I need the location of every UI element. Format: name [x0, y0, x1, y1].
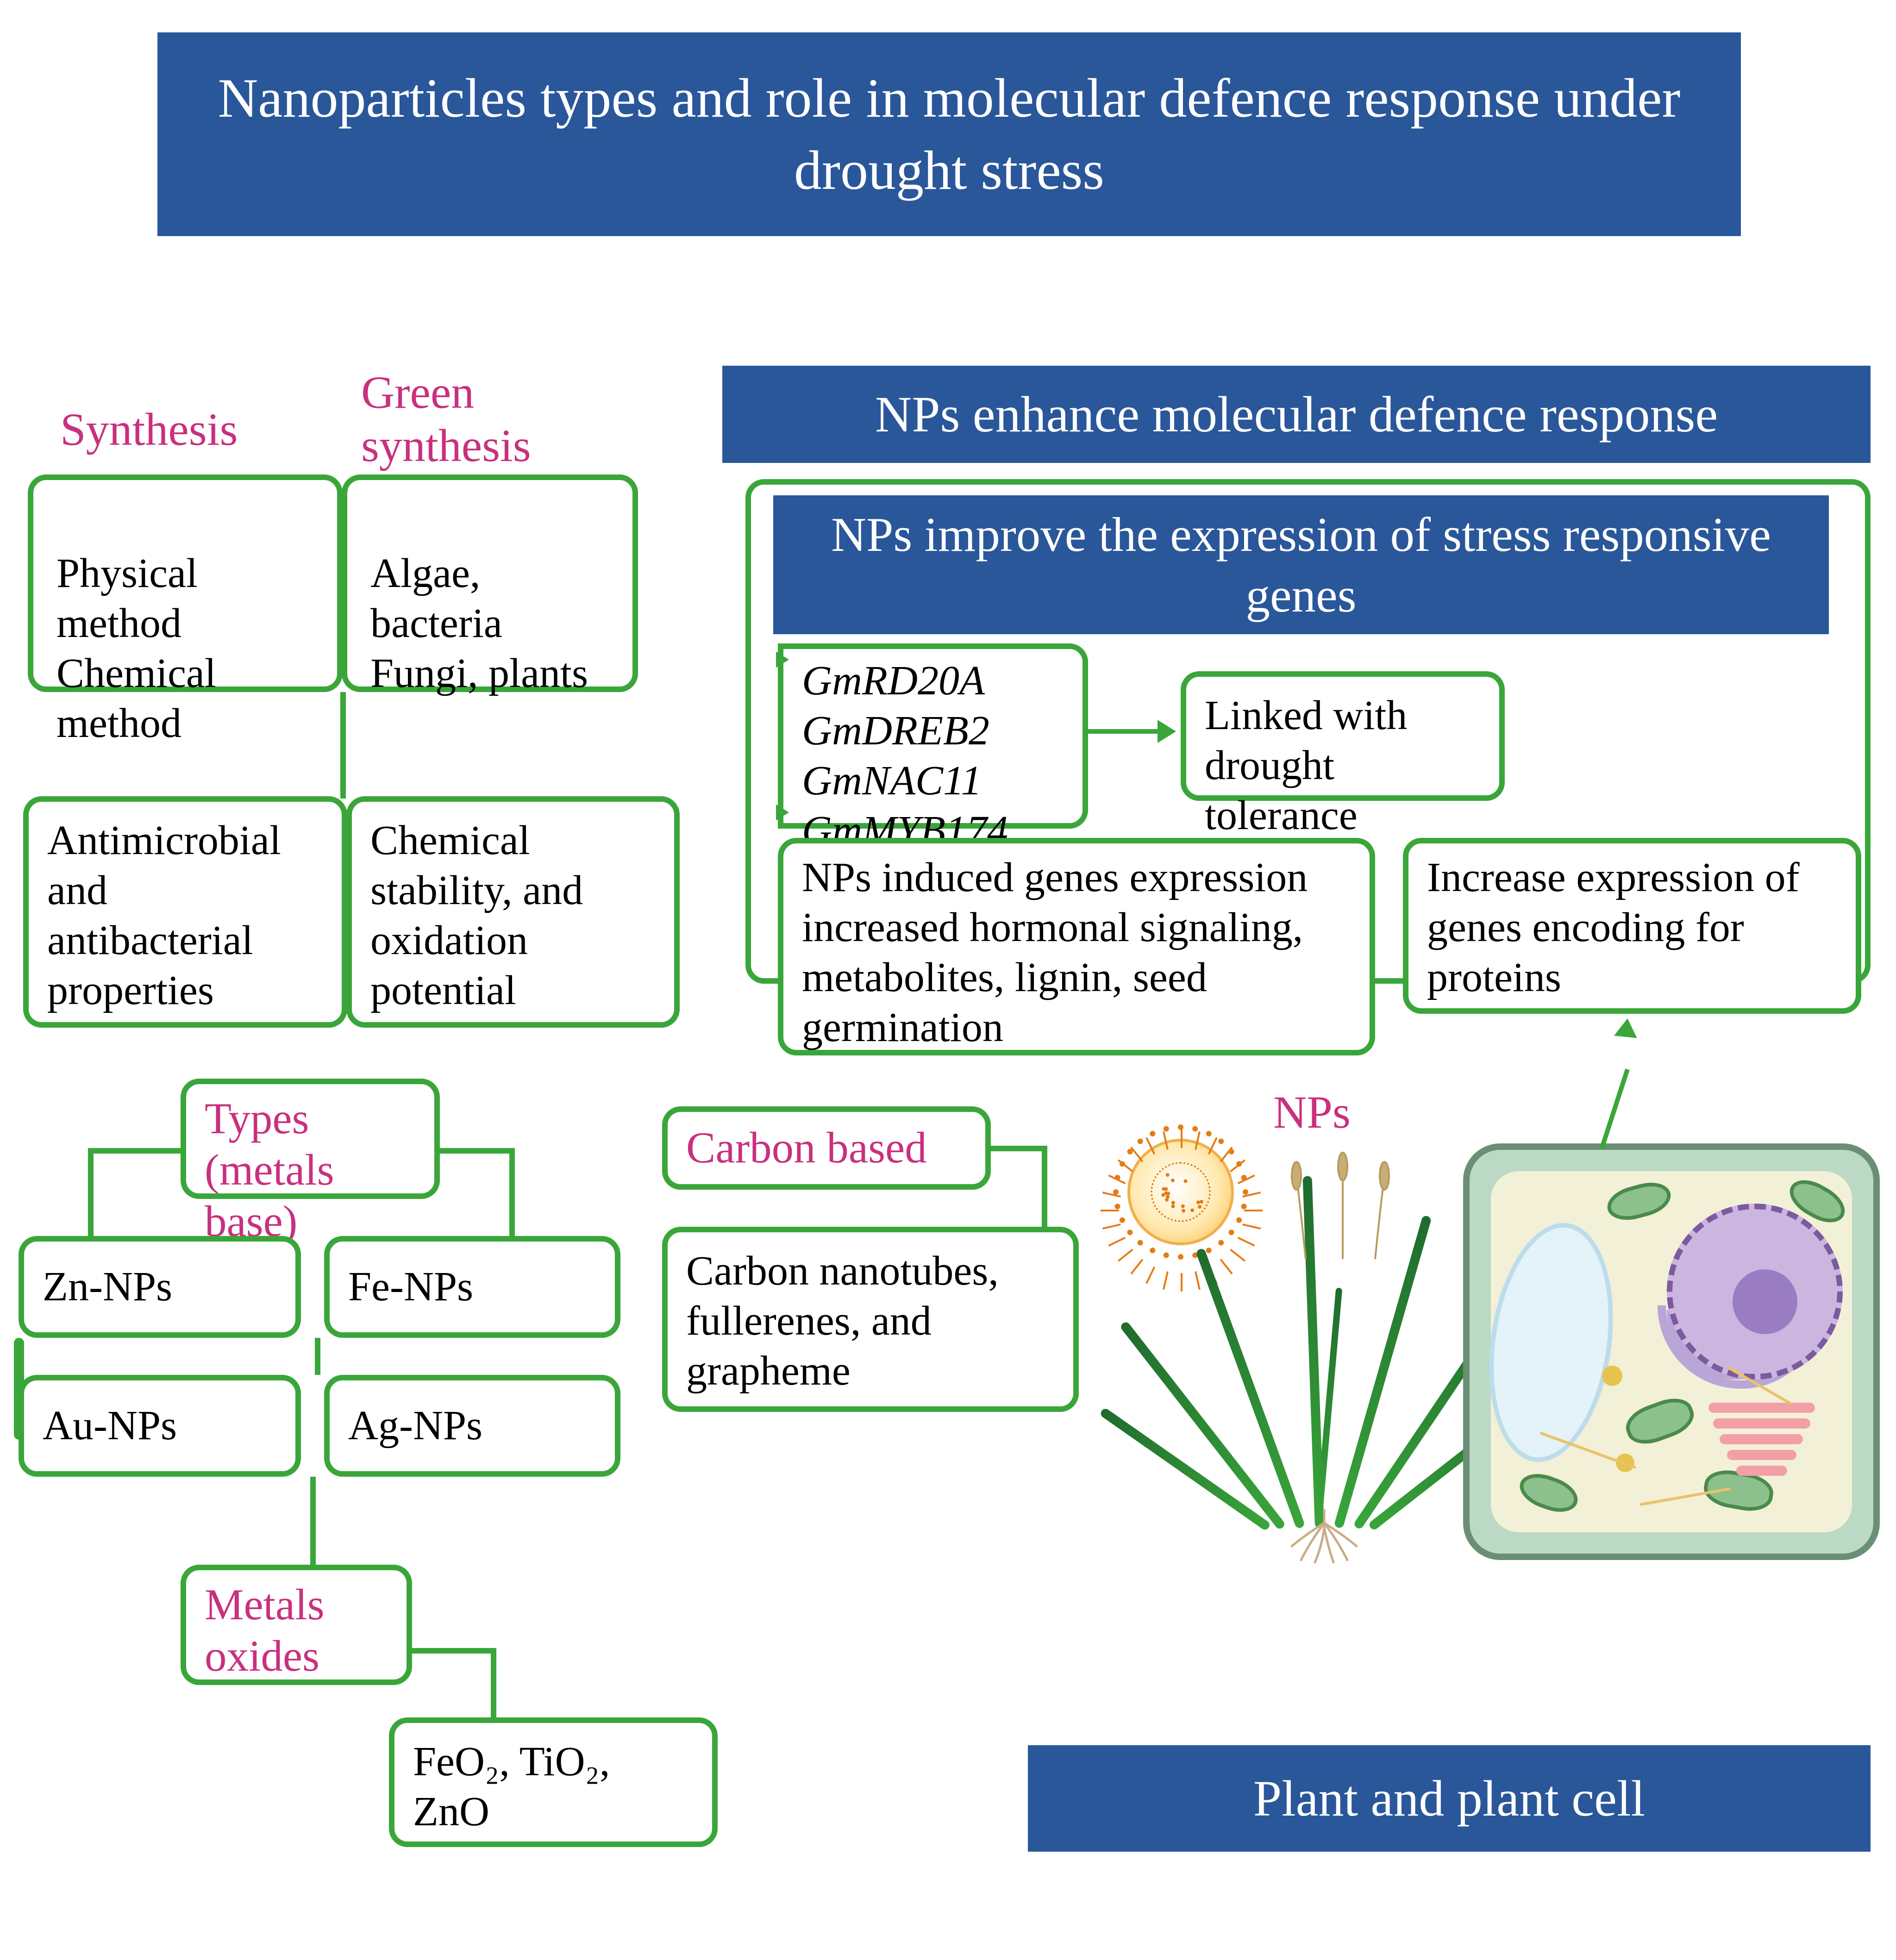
au-nps-text: Au-NPs	[43, 1401, 177, 1451]
induced-text: NPs induced genes expression increased h…	[802, 855, 1308, 1050]
metal-oxides-label-box: Metals oxides	[181, 1565, 412, 1685]
linked-box: Linked with drought tolerance	[1181, 671, 1505, 801]
green-synthesis-box: Algae, bacteria Fungi, plants	[342, 474, 638, 692]
gene-1: GmRD20A	[802, 656, 1064, 706]
induced-box: NPs induced genes expression increased h…	[778, 838, 1375, 1055]
genes-box: GmRD20A GmDREB2 GmNAC11 GmMYB174	[778, 643, 1088, 829]
connector-ag-to-oxides	[310, 1477, 316, 1565]
properties-left-text: Antimicrobial and antibacterial properti…	[47, 818, 281, 1013]
diagram-canvas: Nanoparticles types and role in molecula…	[0, 0, 1896, 1960]
protein-text: Increase expression of genes encoding fo…	[1427, 855, 1800, 1000]
fe-nps-text: Fe-NPs	[348, 1262, 473, 1312]
synthesis-methods-text: Physical method Chemical method	[56, 550, 216, 746]
arrowhead-gene-bottom	[776, 805, 789, 821]
synthesis-methods-box: Physical method Chemical method	[28, 474, 343, 692]
header-title-box: Nanoparticles types and role in molecula…	[157, 32, 1741, 236]
arrow-cell-protein	[1600, 1068, 1630, 1149]
properties-right-box: Chemical stability, and oxidation potent…	[346, 796, 680, 1028]
types-label: Types (metals base)	[205, 1094, 334, 1246]
arrowhead-gene-top	[776, 652, 789, 668]
plant-cell-icon	[1463, 1143, 1880, 1560]
types-label-box: Types (metals base)	[181, 1079, 440, 1199]
connector-types-right	[440, 1148, 514, 1154]
connector-carbon-right	[991, 1146, 1046, 1151]
ag-nps-text: Ag-NPs	[348, 1401, 482, 1451]
connector-types-left	[88, 1148, 181, 1154]
au-nps-box: Au-NPs	[19, 1375, 301, 1477]
green-synthesis-label: Green synthesis	[361, 366, 565, 472]
protein-box: Increase expression of genes encoding fo…	[1403, 838, 1861, 1014]
carbon-label: Carbon based	[686, 1123, 927, 1173]
gene-3: GmNAC11	[802, 756, 1064, 806]
plant-icon	[1158, 1148, 1482, 1565]
connector-oxides-right-v	[491, 1648, 496, 1722]
carbon-text: Carbon nanotubes, fullerenes, and graphe…	[686, 1248, 999, 1394]
bottom-banner-text: Plant and plant cell	[1253, 1768, 1645, 1829]
properties-left-box: Antimicrobial and antibacterial properti…	[23, 796, 347, 1028]
connector-carbon-right-v	[1042, 1146, 1047, 1234]
synthesis-label: Synthesis	[60, 403, 238, 456]
metal-oxides-text-box: FeO₂, TiO₂, ZnO	[389, 1717, 718, 1847]
zn-nps-box: Zn-NPs	[19, 1236, 301, 1338]
green-synthesis-text: Algae, bacteria Fungi, plants	[370, 550, 588, 696]
connector-types-left-v	[88, 1148, 94, 1241]
connector-types-right-v	[509, 1148, 515, 1241]
carbon-text-box: Carbon nanotubes, fullerenes, and graphe…	[662, 1227, 1079, 1412]
zn-nps-text: Zn-NPs	[43, 1262, 172, 1312]
right-banner: NPs enhance molecular defence response	[722, 366, 1871, 463]
ag-nps-box: Ag-NPs	[324, 1375, 620, 1477]
fe-nps-box: Fe-NPs	[324, 1236, 620, 1338]
arrow-genes-linked	[1088, 729, 1158, 734]
right-sub-banner: NPs improve the expression of stress res…	[773, 495, 1829, 634]
connector-metal-left-thick	[14, 1338, 24, 1440]
connector-metal-mid-v	[315, 1338, 320, 1375]
right-banner-text: NPs enhance molecular defence response	[875, 384, 1718, 445]
connector-oxides-right	[412, 1648, 495, 1654]
properties-right-text: Chemical stability, and oxidation potent…	[370, 818, 583, 1013]
metal-oxides-label: Metals oxides	[205, 1580, 325, 1680]
header-title-text: Nanoparticles types and role in molecula…	[176, 62, 1722, 206]
bottom-banner: Plant and plant cell	[1028, 1745, 1871, 1852]
nps-label: NPs	[1273, 1086, 1351, 1139]
arrowhead-genes-linked	[1158, 720, 1176, 743]
metal-oxides-text: FeO₂, TiO₂, ZnO	[413, 1739, 610, 1835]
carbon-label-box: Carbon based	[662, 1106, 991, 1190]
arrowhead-cell-protein	[1614, 1017, 1639, 1038]
plant-seedheads	[1273, 1139, 1403, 1259]
right-sub-banner-text: NPs improve the expression of stress res…	[792, 504, 1810, 626]
plant-roots	[1278, 1509, 1370, 1565]
connector-syn-to-prop	[340, 692, 346, 799]
gene-2: GmDREB2	[802, 706, 1064, 756]
